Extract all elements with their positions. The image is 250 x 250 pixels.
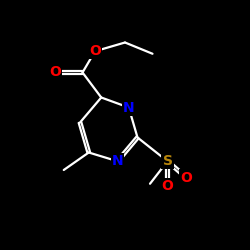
Text: O: O bbox=[89, 44, 101, 58]
Text: N: N bbox=[112, 154, 123, 168]
Text: O: O bbox=[162, 179, 173, 193]
Text: O: O bbox=[180, 170, 192, 184]
Text: O: O bbox=[49, 66, 61, 80]
Text: S: S bbox=[162, 154, 172, 168]
Text: N: N bbox=[123, 100, 134, 114]
